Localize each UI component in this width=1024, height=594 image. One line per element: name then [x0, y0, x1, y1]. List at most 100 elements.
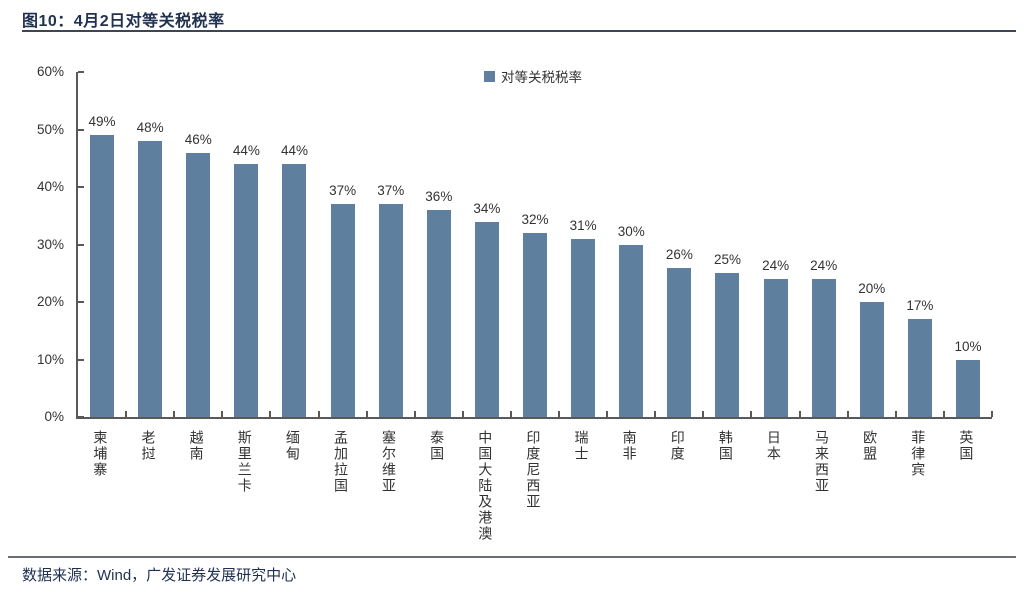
bar: [763, 279, 788, 417]
bar: [715, 273, 740, 417]
y-axis-tick-mark: [78, 243, 84, 246]
category-label-cell: 塞尔维亚: [365, 430, 413, 542]
bar: [282, 164, 307, 417]
x-axis-tick-mark: [461, 411, 464, 417]
bar: [956, 359, 981, 417]
y-axis-tick-label: 0%: [44, 409, 64, 424]
x-axis-category-labels: 柬埔寨 老挝 越南 斯里兰卡 缅甸 孟加拉国 塞尔维亚 泰国 中国大陆及港澳 印度尼西亚 瑞士 南非印…: [76, 430, 990, 542]
bar: [859, 302, 884, 417]
bar-value-label: 44%: [232, 143, 260, 158]
bars-row: 49% 48% 46% 44% 44% 37% 37% 36% 34% 32% 31% 30% 26% 2…: [78, 72, 992, 417]
bar: [907, 319, 932, 417]
category-label: 孟加拉国: [332, 430, 349, 494]
x-axis-tick-mark: [750, 411, 753, 417]
y-axis-tick-mark: [78, 416, 84, 418]
bar: [667, 267, 692, 417]
category-label: 越南: [188, 430, 205, 462]
x-axis-tick-mark: [702, 411, 705, 417]
y-axis-tick-mark: [78, 186, 84, 188]
bar-value-label: 46%: [184, 131, 212, 147]
bar-value-label: 44%: [280, 143, 308, 158]
x-axis-tick-mark: [991, 411, 993, 417]
category-label-cell: 老挝: [124, 430, 172, 542]
y-axis-tick-label: 20%: [36, 294, 64, 309]
category-label: 中国大陆及港澳: [477, 430, 494, 542]
category-label-cell: 瑞士: [557, 430, 605, 542]
category-label: 缅甸: [284, 430, 301, 462]
y-axis-tick-mark: [78, 358, 84, 361]
bar-value-label: 24%: [762, 258, 790, 273]
x-axis-tick-mark: [269, 411, 272, 417]
bar-group: 25%: [703, 72, 751, 417]
y-axis-tick-mark: [78, 71, 84, 73]
bar: [571, 238, 596, 417]
x-axis-tick-mark: [173, 411, 176, 417]
category-label-cell: 柬埔寨: [76, 430, 124, 542]
bar: [234, 164, 259, 417]
bar: [378, 204, 403, 417]
category-label: 欧盟: [862, 430, 879, 462]
bar-group: 24%: [800, 72, 848, 417]
bar-value-label: 31%: [569, 217, 597, 233]
bar-group: 10%: [944, 72, 992, 417]
category-label: 瑞士: [573, 430, 590, 462]
bar-group: 37%: [367, 72, 415, 417]
bar-value-label: 48%: [136, 120, 164, 135]
y-axis-tick-label: 10%: [36, 351, 64, 367]
category-label: 泰国: [429, 430, 446, 462]
category-label-cell: 马来西亚: [798, 430, 846, 542]
category-label-cell: 欧盟: [846, 430, 894, 542]
bar: [330, 204, 355, 417]
bar-value-label: 26%: [665, 246, 693, 262]
data-source: 数据来源：Wind，广发证券发展研究中心: [22, 567, 297, 584]
x-axis-tick-mark: [558, 411, 561, 417]
category-label-cell: 印度尼西亚: [509, 430, 557, 542]
bar-value-label: 20%: [858, 281, 886, 296]
bar: [523, 233, 548, 417]
x-axis-tick-mark: [654, 411, 657, 417]
category-label: 印度: [669, 430, 686, 462]
bar-group: 32%: [511, 72, 559, 417]
category-label: 老挝: [140, 430, 157, 462]
footer-divider: [8, 556, 1016, 558]
category-label: 柬埔寨: [92, 430, 109, 478]
title-divider: [22, 30, 1016, 32]
y-axis-tick-mark: [78, 128, 84, 131]
category-label-cell: 泰国: [413, 430, 461, 542]
category-label: 塞尔维亚: [381, 430, 398, 494]
category-label-cell: 缅甸: [268, 430, 316, 542]
category-label-cell: 韩国: [701, 430, 749, 542]
category-label-cell: 越南: [172, 430, 220, 542]
bar-value-label: 17%: [906, 298, 934, 314]
bar-group: 20%: [848, 72, 896, 417]
bar-group: 44%: [270, 72, 318, 417]
x-axis-tick-mark: [509, 411, 512, 417]
chart-legend: 对等关税税率: [76, 66, 990, 86]
bar-value-label: 49%: [88, 114, 116, 130]
x-axis-tick-mark: [413, 411, 416, 417]
x-axis-tick-mark: [125, 411, 128, 417]
bar: [811, 279, 836, 417]
legend-swatch-icon: [484, 70, 495, 82]
category-label-cell: 斯里兰卡: [220, 430, 268, 542]
bar-value-label: 24%: [810, 258, 838, 273]
x-axis-tick-mark: [846, 411, 849, 417]
y-axis-tick-label: 60%: [36, 64, 64, 79]
bar: [138, 141, 163, 417]
bar-value-label: 30%: [617, 223, 645, 239]
bar-value-label: 37%: [329, 183, 357, 199]
bar-group: 37%: [319, 72, 367, 417]
category-label-cell: 英国: [942, 430, 990, 542]
x-axis-tick-mark: [365, 411, 368, 417]
bar: [186, 152, 211, 417]
y-axis-tick-label: 50%: [36, 121, 64, 137]
bar-group: 26%: [655, 72, 703, 417]
category-label-cell: 印度: [653, 430, 701, 542]
bar: [474, 221, 499, 417]
y-axis-tick-label: 40%: [36, 179, 64, 194]
bar-group: 36%: [415, 72, 463, 417]
bar-value-label: 34%: [473, 200, 501, 216]
bar-group: 30%: [607, 72, 655, 417]
bar-value-label: 25%: [713, 252, 741, 268]
